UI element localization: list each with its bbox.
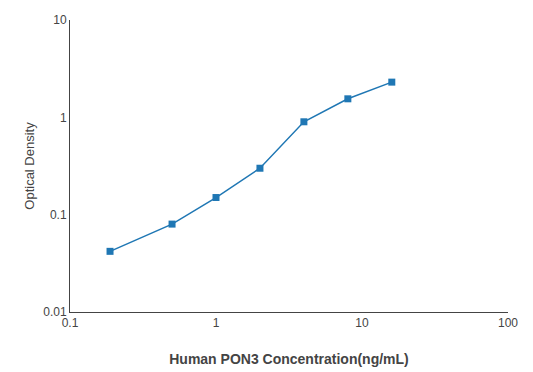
svg-text:0.1: 0.1 (50, 208, 67, 222)
svg-text:10: 10 (355, 316, 369, 330)
svg-text:10: 10 (53, 13, 67, 27)
svg-text:100: 100 (498, 316, 518, 330)
svg-text:0.1: 0.1 (62, 316, 79, 330)
svg-text:Human PON3 Concentration(ng/mL: Human PON3 Concentration(ng/mL) (169, 351, 409, 367)
svg-text:1: 1 (213, 316, 220, 330)
svg-text:1: 1 (60, 111, 67, 125)
svg-text:Optical Density: Optical Density (22, 122, 37, 210)
svg-text:0.01: 0.01 (43, 305, 67, 319)
